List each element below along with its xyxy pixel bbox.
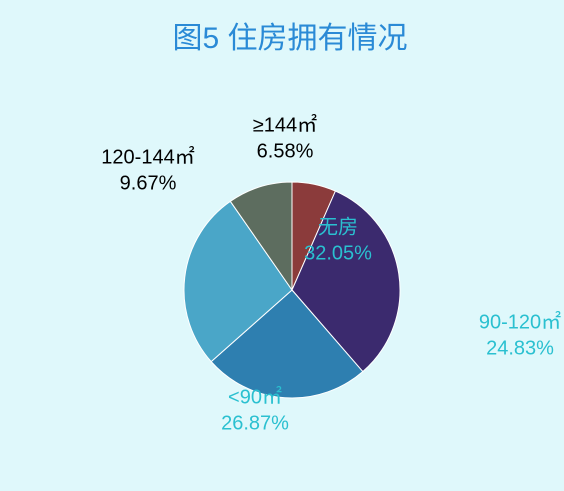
- slice-name: <90㎡: [228, 384, 282, 408]
- slice-value: 24.83%: [486, 337, 554, 359]
- slice-value: 9.67%: [120, 172, 177, 194]
- pie-slice: [229, 181, 293, 292]
- pie-slice: [183, 200, 293, 363]
- slice-value: 32.05%: [304, 242, 372, 264]
- slice-name: 90-120㎡: [479, 309, 561, 333]
- slice-value: 26.87%: [221, 412, 289, 434]
- slice-name: 120-144㎡: [101, 144, 194, 168]
- slice-value: 6.58%: [257, 140, 314, 162]
- pie-slice: [291, 190, 401, 373]
- pie-slice: [210, 289, 364, 399]
- slice-name: 无房: [318, 215, 358, 238]
- slice-name: ≥144㎡: [253, 112, 317, 136]
- chart-title: 图5 住房拥有情况: [172, 22, 407, 55]
